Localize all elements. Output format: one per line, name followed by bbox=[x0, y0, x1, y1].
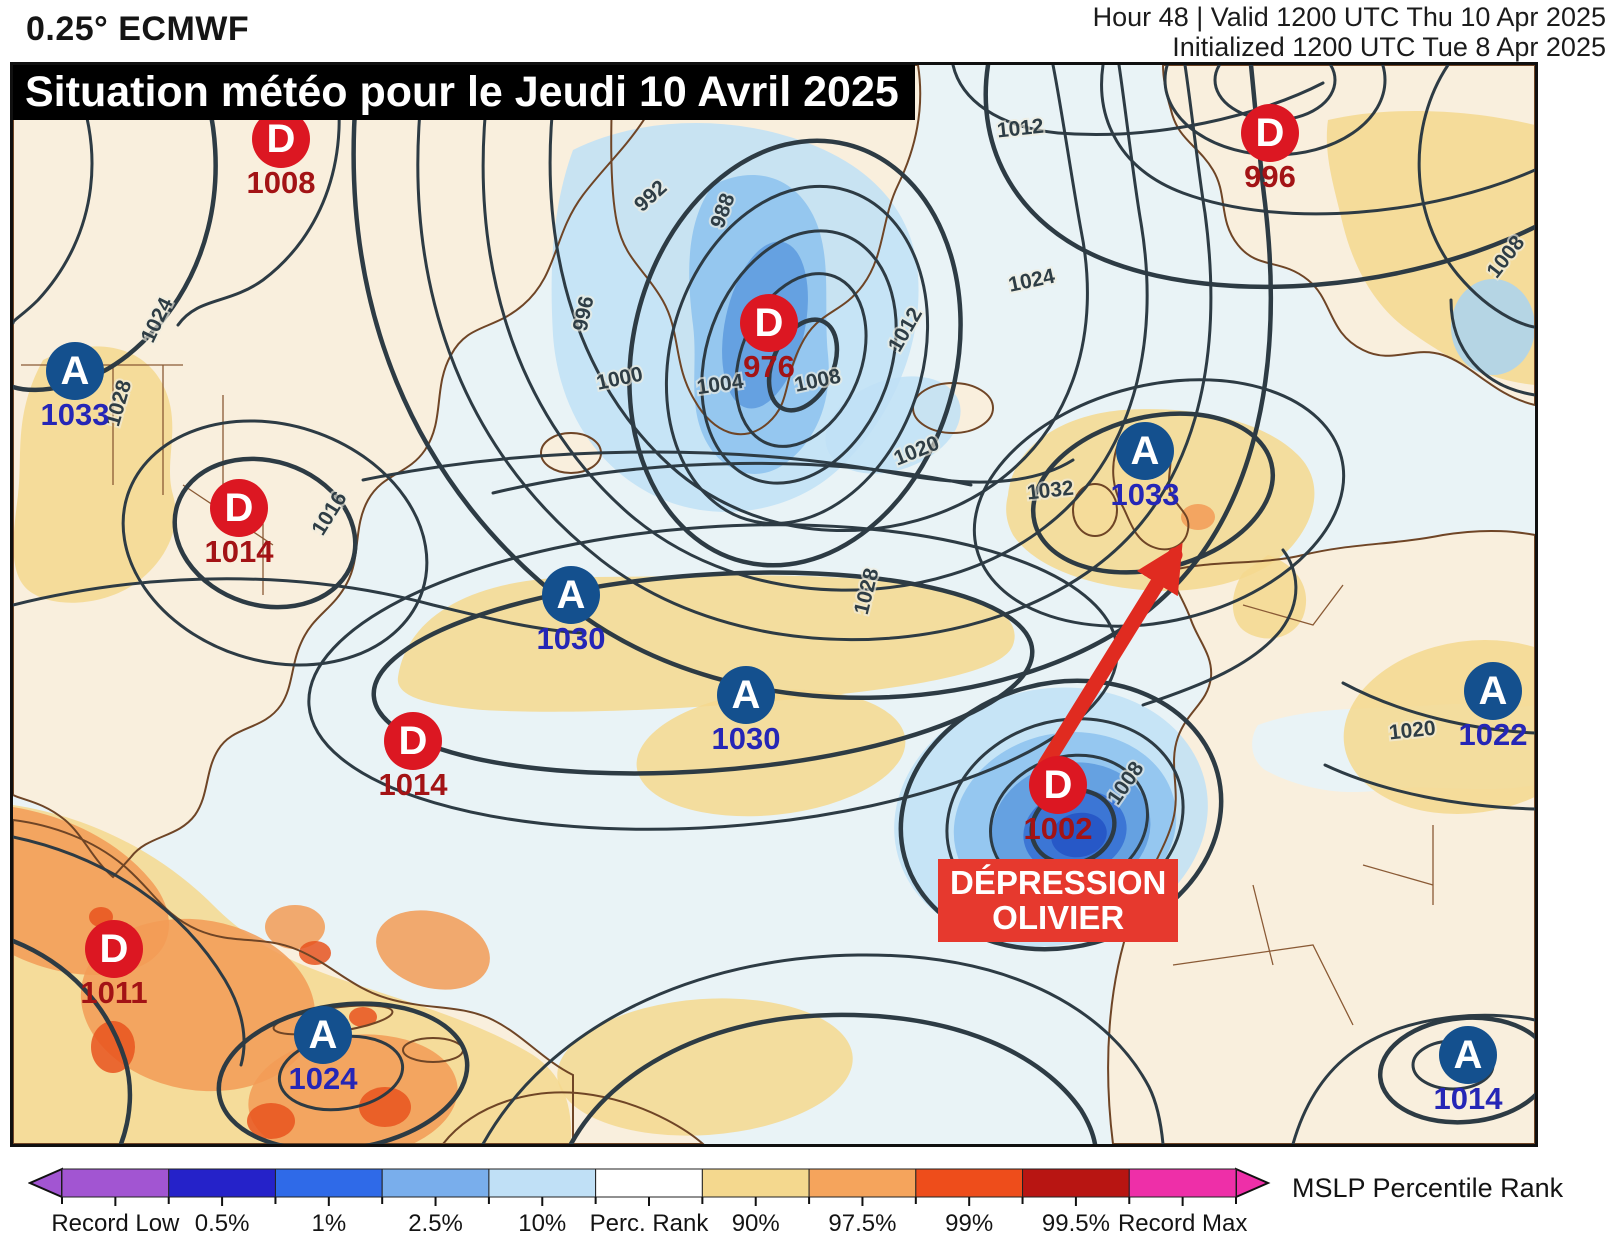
pressure-center-value: 1008 bbox=[246, 165, 316, 200]
pressure-center-letter: A bbox=[717, 666, 775, 724]
pressure-center-letter: D bbox=[740, 294, 798, 352]
pressure-center-letter: A bbox=[46, 342, 104, 400]
legend-tick-label: Record Low bbox=[51, 1210, 180, 1237]
legend-segment bbox=[168, 1168, 276, 1198]
legend-tick-label: 99.5% bbox=[1042, 1210, 1110, 1237]
pressure-center-value: 976 bbox=[743, 349, 795, 384]
legend-tick-label: Perc. Rank bbox=[590, 1210, 710, 1237]
legend-segment bbox=[61, 1168, 170, 1198]
legend-tick-label: 2.5% bbox=[408, 1210, 463, 1237]
legend-arrow-left bbox=[28, 1167, 63, 1199]
legend-tick-label: 0.5% bbox=[195, 1210, 250, 1237]
legend-tick-label: Record Max bbox=[1118, 1210, 1247, 1237]
legend-segment bbox=[915, 1168, 1024, 1198]
pressure-center-letter: A bbox=[1439, 1026, 1497, 1084]
pressure-center-value: 1011 bbox=[80, 975, 148, 1010]
legend-tick-label: 90% bbox=[732, 1210, 780, 1237]
weather-map-canvas: 988 992 996 1000 1004 1008 1012 1020 1024 1012 102… bbox=[10, 62, 1538, 1147]
pressure-center-letter: A bbox=[1464, 662, 1522, 720]
legend-tick-label: 1% bbox=[311, 1210, 346, 1237]
pressure-center-value: 1033 bbox=[40, 397, 110, 432]
pressure-center-value: 1033 bbox=[1110, 477, 1180, 512]
pressure-center-letter: A bbox=[1116, 422, 1174, 480]
legend-tick-label: 97.5% bbox=[828, 1210, 896, 1237]
legend-segment bbox=[488, 1168, 597, 1198]
pressure-center-value: 1030 bbox=[536, 621, 606, 656]
legend-arrow-right bbox=[1235, 1167, 1271, 1199]
legend-title: MSLP Percentile Rank bbox=[1292, 1173, 1564, 1203]
title-banner: Situation météo pour le Jeudi 10 Avril 2… bbox=[13, 65, 915, 120]
pressure-center-value: 1002 bbox=[1023, 811, 1093, 846]
pressure-center-value: 1014 bbox=[378, 767, 448, 802]
legend-segment bbox=[701, 1168, 810, 1198]
pressure-center-letter: A bbox=[542, 566, 600, 624]
pressure-center-letter: D bbox=[85, 920, 143, 978]
storm-name-label: DÉPRESSION OLIVIER bbox=[938, 859, 1179, 943]
pressure-center-value: 996 bbox=[1244, 159, 1296, 194]
pressure-center-letter: D bbox=[210, 479, 268, 537]
valid-time-text: Hour 48 | Valid 1200 UTC Thu 10 Apr 2025 bbox=[1092, 2, 1606, 32]
legend-row: Record Low 0.5% 1% 2.5% 10% Perc. Rank 90% 97.5… bbox=[0, 1145, 1618, 1246]
pressure-center-value: 1014 bbox=[204, 534, 274, 569]
model-resolution-label: 0.25° ECMWF bbox=[26, 10, 250, 48]
header: 0.25° ECMWF Hour 48 | Valid 1200 UTC Thu… bbox=[0, 0, 1618, 62]
legend-segment bbox=[595, 1168, 703, 1198]
contour-label: 1012 bbox=[996, 115, 1045, 143]
pressure-center-letter: D bbox=[384, 712, 442, 770]
pressure-center-letter: D bbox=[1029, 756, 1087, 814]
init-time-text: Initialized 1200 UTC Tue 8 Apr 2025 bbox=[1172, 32, 1606, 62]
contour-label: 1032 bbox=[1026, 477, 1075, 505]
colorbar-legend: Record Low 0.5% 1% 2.5% 10% Perc. Rank 90% 97.5… bbox=[28, 1167, 1271, 1237]
pressure-center-value: 1030 bbox=[711, 721, 781, 756]
legend-segment bbox=[808, 1168, 917, 1198]
percentile-shading bbox=[13, 110, 1535, 1144]
legend-segment bbox=[274, 1168, 383, 1198]
storm-label-line2: OLIVIER bbox=[992, 898, 1125, 936]
legend-tick-label: 10% bbox=[518, 1210, 566, 1237]
legend-segment bbox=[381, 1168, 490, 1198]
pressure-center-value: 1022 bbox=[1458, 717, 1528, 752]
pressure-center-value: 1024 bbox=[288, 1061, 358, 1096]
run-info: Hour 48 | Valid 1200 UTC Thu 10 Apr 2025… bbox=[1093, 2, 1606, 62]
legend-tick-label: 99% bbox=[945, 1210, 993, 1237]
legend-segment bbox=[1022, 1168, 1130, 1198]
pressure-center-letter: D bbox=[1241, 104, 1299, 162]
pressure-center-value: 1014 bbox=[1433, 1081, 1503, 1116]
pressure-center-letter: A bbox=[294, 1006, 352, 1064]
storm-label-line1: DÉPRESSION bbox=[950, 864, 1167, 901]
pressure-centers-layer: D 1008 D 996 D 976 A 1033 D 1014 A 1033 A 1030 A 1030 D 1… bbox=[13, 65, 1535, 1144]
legend-segment bbox=[1128, 1168, 1237, 1198]
